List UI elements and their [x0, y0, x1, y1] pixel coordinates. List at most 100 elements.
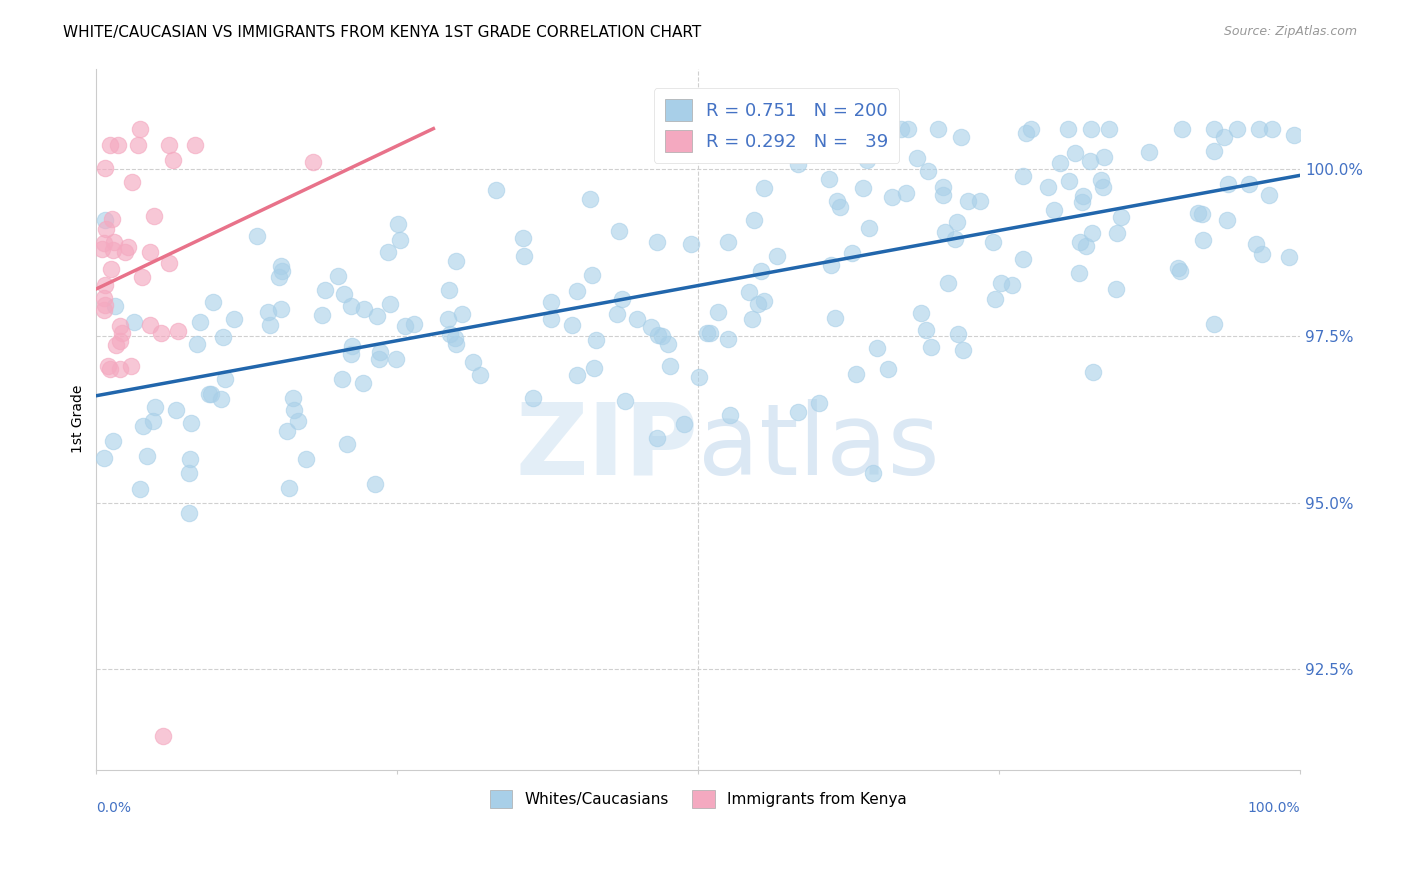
Point — [166, 324, 188, 338]
Point — [437, 283, 460, 297]
Point — [394, 318, 416, 333]
Point — [93, 291, 115, 305]
Point — [645, 432, 668, 446]
Point — [754, 181, 776, 195]
Point — [1056, 121, 1078, 136]
Point — [969, 194, 991, 208]
Point — [138, 244, 160, 259]
Point — [101, 244, 124, 258]
Point — [787, 157, 810, 171]
Point — [1067, 266, 1090, 280]
Point — [332, 287, 354, 301]
Point — [696, 326, 718, 340]
Point — [93, 213, 115, 227]
Point — [567, 285, 589, 299]
Point — [128, 121, 150, 136]
Point — [1137, 145, 1160, 160]
Point — [1107, 226, 1129, 240]
Point — [512, 249, 534, 263]
Point — [326, 269, 349, 284]
Point — [645, 235, 668, 250]
Point — [1191, 206, 1213, 220]
Point — [581, 268, 603, 282]
Point — [143, 401, 166, 415]
Point — [201, 294, 224, 309]
Point — [651, 329, 673, 343]
Point — [443, 331, 465, 345]
Point — [1105, 282, 1128, 296]
Point — [94, 221, 117, 235]
Point — [1090, 172, 1112, 186]
Point — [1069, 235, 1091, 249]
Point — [152, 729, 174, 743]
Point — [184, 138, 207, 153]
Point — [1109, 210, 1132, 224]
Point — [352, 376, 374, 390]
Point — [108, 318, 131, 333]
Point — [984, 292, 1007, 306]
Point — [91, 242, 114, 256]
Point — [607, 224, 630, 238]
Text: WHITE/CAUCASIAN VS IMMIGRANTS FROM KENYA 1ST GRADE CORRELATION CHART: WHITE/CAUCASIAN VS IMMIGRANTS FROM KENYA… — [63, 25, 702, 40]
Point — [108, 362, 131, 376]
Point — [387, 218, 409, 232]
Point — [162, 153, 184, 168]
Point — [295, 452, 318, 467]
Point — [1091, 180, 1114, 194]
Point — [1257, 188, 1279, 202]
Point — [1249, 121, 1271, 136]
Point — [177, 466, 200, 480]
Point — [894, 186, 917, 201]
Point — [276, 424, 298, 438]
Point — [117, 240, 139, 254]
Point — [717, 235, 740, 249]
Point — [865, 341, 887, 355]
Point — [852, 181, 875, 195]
Point — [606, 307, 628, 321]
Point — [808, 396, 831, 410]
Point — [179, 452, 201, 467]
Point — [278, 481, 301, 495]
Point — [948, 327, 970, 342]
Point — [368, 352, 391, 367]
Point — [707, 121, 730, 136]
Point — [1012, 169, 1035, 183]
Point — [766, 249, 789, 263]
Point — [139, 318, 162, 333]
Point — [1080, 121, 1102, 136]
Point — [889, 121, 911, 136]
Point — [578, 192, 600, 206]
Point — [897, 121, 920, 136]
Point — [93, 303, 115, 318]
Point — [131, 419, 153, 434]
Point — [94, 161, 117, 176]
Point — [190, 315, 212, 329]
Point — [103, 235, 125, 249]
Point — [94, 298, 117, 312]
Point — [1064, 145, 1087, 160]
Point — [957, 194, 980, 208]
Point — [222, 312, 245, 326]
Point — [882, 190, 904, 204]
Point — [934, 225, 956, 239]
Point — [747, 296, 769, 310]
Point — [841, 245, 863, 260]
Point — [439, 326, 461, 341]
Point — [583, 361, 606, 376]
Point — [302, 155, 325, 169]
Point — [378, 297, 401, 311]
Point — [626, 311, 648, 326]
Y-axis label: 1st Grade: 1st Grade — [72, 385, 86, 453]
Point — [353, 301, 375, 316]
Point — [281, 391, 304, 405]
Text: 100.0%: 100.0% — [1247, 801, 1301, 815]
Point — [1043, 202, 1066, 217]
Point — [681, 237, 703, 252]
Point — [1081, 365, 1104, 379]
Point — [950, 130, 973, 145]
Point — [1167, 261, 1189, 276]
Point — [1001, 277, 1024, 292]
Point — [122, 315, 145, 329]
Point — [1071, 188, 1094, 202]
Point — [820, 258, 842, 272]
